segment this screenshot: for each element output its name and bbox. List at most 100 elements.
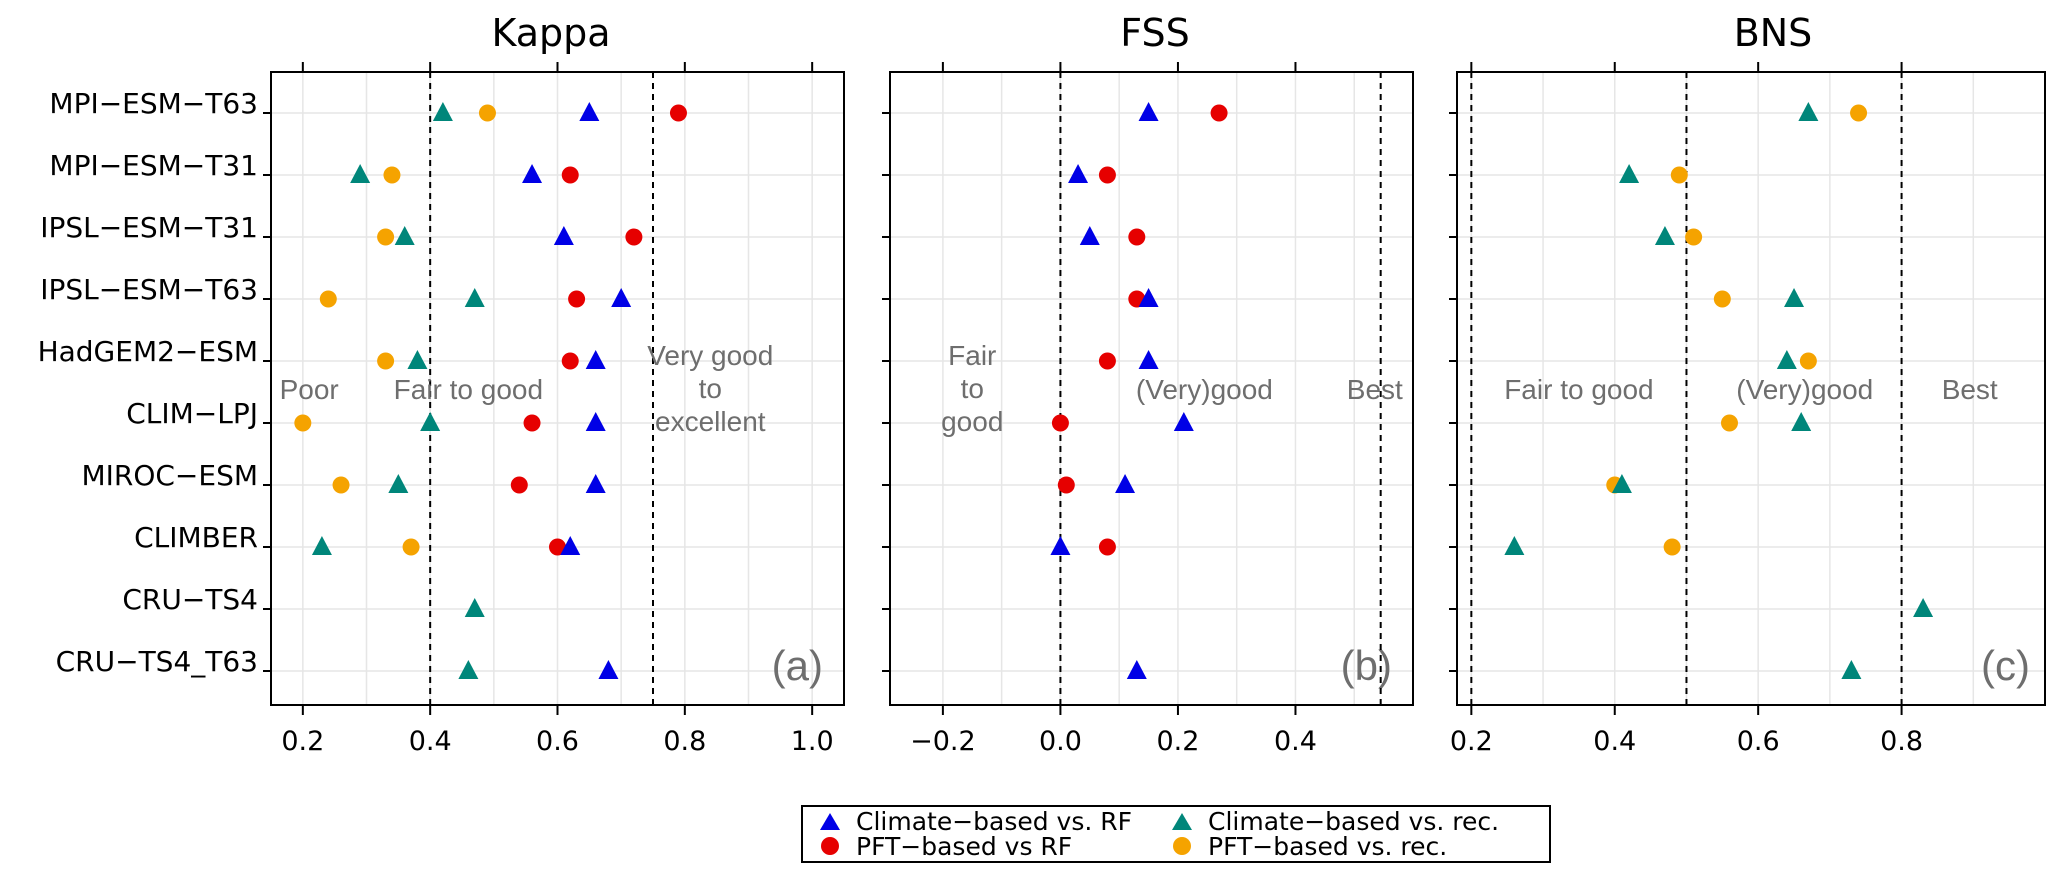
marker-pft-rec (1720, 414, 1738, 432)
marker-climate-rec (1913, 598, 1934, 617)
zone-label: Fair to good (941, 340, 1003, 437)
marker-pft-rf (625, 228, 643, 246)
panel-fss: FSS (b) Fair to good (Very)good Best −0.2 0.0 0… (882, 11, 1414, 757)
model-label: MPI−ESM−T31 (49, 149, 258, 182)
zone-label-line: good (941, 406, 1003, 437)
panel-frame (889, 71, 1414, 706)
tick-label: 1.0 (791, 726, 834, 757)
marker-pft-rec (1670, 166, 1688, 184)
marker-pft-rf (523, 414, 541, 432)
panel-bns: BNS (c) Fair to good (Very)good Best 0.2 0.4… (1449, 11, 2046, 757)
legend-label: PFT−based vs. rec. (1208, 832, 1447, 861)
marker-climate-rec (1841, 660, 1862, 679)
marker-climate-rf (1126, 660, 1147, 679)
marker-climate-rec (1619, 164, 1640, 183)
marker-pft-rf (510, 476, 528, 494)
zone-label-line: Fair to good (394, 374, 543, 405)
legend-marker-climate-rf (820, 813, 840, 830)
marker-climate-rf (585, 350, 606, 369)
tick-label: 0.8 (663, 726, 706, 757)
marker-pft-rf (1098, 166, 1116, 184)
marker-pft-rec (377, 228, 395, 246)
zone-label: Very good to excellent (647, 340, 773, 437)
marker-climate-rec (1784, 288, 1805, 307)
tick-label: 0.0 (1039, 726, 1082, 757)
legend-label: Climate−based vs. rec. (1208, 807, 1499, 836)
marker-pft-rf (561, 166, 579, 184)
marker-pft-rf (1210, 104, 1228, 122)
zone-label: (Very)good (1736, 374, 1873, 405)
marker-climate-rec (407, 350, 428, 369)
marker-pft-rf (549, 538, 566, 556)
panel-title: FSS (1120, 11, 1189, 55)
marker-climate-rf (611, 288, 632, 307)
model-label: CLIMBER (134, 521, 258, 554)
tick-label: 0.2 (281, 726, 324, 757)
marker-climate-rf (1115, 474, 1136, 493)
zone-label: Poor (280, 374, 339, 405)
marker-climate-rf (1138, 350, 1159, 369)
marker-climate-rec (1798, 102, 1819, 121)
marker-climate-rec (388, 474, 409, 493)
marker-pft-rf (1098, 538, 1116, 556)
marker-climate-rec (1776, 350, 1797, 369)
panel-letter: (b) (1341, 642, 1392, 689)
zone-label: Fair to good (1504, 374, 1653, 405)
zone-label-line: Fair (948, 340, 996, 371)
tick-label: 0.4 (409, 726, 452, 757)
zone-label-line: Best (1942, 374, 1998, 405)
marker-climate-rec (394, 226, 415, 245)
model-label: HadGEM2−ESM (38, 335, 258, 368)
marker-climate-rf (1173, 412, 1194, 431)
marker-pft-rf (1098, 352, 1116, 370)
zone-label: Best (1942, 374, 1998, 405)
marker-pft-rec (402, 538, 420, 556)
marker-pft-rec (1850, 104, 1868, 122)
marker-climate-rec (1654, 226, 1675, 245)
marker-pft-rf (669, 104, 687, 122)
marker-climate-rec (1504, 536, 1525, 555)
marker-climate-rec (464, 288, 485, 307)
tick-label: 0.2 (1156, 726, 1199, 757)
marker-climate-rf (522, 164, 543, 183)
tick-label: 0.6 (1737, 726, 1780, 757)
zone-label-line: to (699, 373, 722, 404)
marker-climate-rf (1138, 288, 1159, 307)
zone-label-line: (Very)good (1136, 374, 1273, 405)
legend-marker-climate-rec (1172, 813, 1192, 830)
marker-pft-rec (478, 104, 496, 122)
zone-label-line: excellent (655, 406, 766, 437)
panel-title: BNS (1734, 11, 1813, 55)
marker-climate-rf (579, 102, 600, 121)
marker-pft-rec (1713, 290, 1731, 308)
marker-climate-rf (1138, 102, 1159, 121)
marker-pft-rec (377, 352, 395, 370)
marker-climate-rf (585, 412, 606, 431)
legend-label: PFT−based vs RF (856, 832, 1072, 861)
model-label: CRU−TS4_T63 (56, 645, 258, 678)
marker-climate-rf (1079, 226, 1100, 245)
model-label: CRU−TS4 (122, 583, 258, 616)
legend-label: Climate−based vs. RF (856, 807, 1132, 836)
marker-climate-rf (1068, 164, 1089, 183)
marker-climate-rec (1791, 412, 1812, 431)
model-label: CLIM−LPJ (126, 397, 258, 430)
zone-label-line: (Very)good (1736, 374, 1873, 405)
tick-label: 0.4 (1274, 726, 1317, 757)
tick-label: 0.2 (1450, 726, 1493, 757)
zone-label-line: to (961, 373, 984, 404)
marker-pft-rf (561, 352, 579, 370)
marker-pft-rec (383, 166, 401, 184)
panel-kappa: Kappa (a) Poor Fair to good Very good to exc… (263, 11, 845, 757)
zone-label-line: Fair to good (1504, 374, 1653, 405)
tick-label: −0.2 (910, 726, 976, 757)
model-label: IPSL−ESM−T63 (40, 273, 258, 306)
marker-pft-rf (1128, 228, 1146, 246)
tick-label: 0.8 (1880, 726, 1923, 757)
model-label: IPSL−ESM−T31 (40, 211, 258, 244)
zone-label: Best (1347, 374, 1403, 405)
zone-label-line: Very good (647, 340, 773, 371)
marker-pft-rf (1057, 476, 1075, 494)
